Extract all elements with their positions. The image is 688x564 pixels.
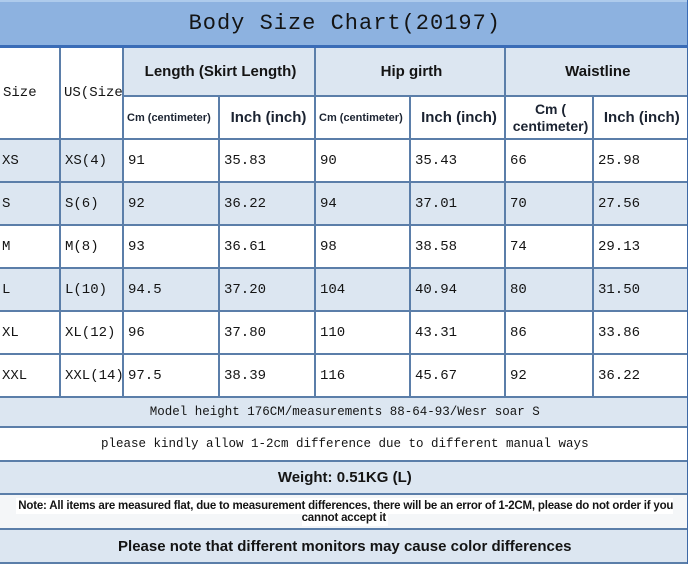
size-cell: L: [0, 267, 61, 312]
subheader-waist-inch: Inch (inch): [591, 95, 688, 140]
hip-cm-cell: 98: [314, 224, 411, 269]
length-inch-cell: 37.80: [218, 310, 316, 355]
size-cell: M: [0, 224, 61, 269]
size-cell: XS: [0, 138, 61, 183]
us-size-cell: XXL(14): [59, 353, 124, 398]
hip-cm-cell: 110: [314, 310, 411, 355]
model-info-row: Model height 176CM/measurements 88-64-93…: [0, 396, 688, 428]
group-header-length: Length (Skirt Length): [122, 45, 316, 97]
chart-title: Body Size Chart(20197): [0, 0, 688, 48]
weight-row: Weight: 0.51KG (L): [0, 460, 688, 495]
sub-header-row: Cm (centimeter) Inch (inch) Cm (centimet…: [0, 95, 688, 140]
waist-inch-cell: 29.13: [591, 224, 688, 269]
group-header-waistline: Waistline: [503, 45, 688, 97]
size-row-xl: XL XL(12) 96 37.80 110 43.31 86 33.86: [0, 310, 688, 355]
size-row-s: S S(6) 92 36.22 94 37.01 70 27.56: [0, 181, 688, 226]
measurement-note-text: Note: All items are measured flat, due t…: [16, 497, 674, 526]
waist-inch-cell: 25.98: [591, 138, 688, 183]
us-size-cell: XS(4): [59, 138, 124, 183]
waist-cm-cell: 86: [504, 310, 594, 355]
hip-cm-cell: 116: [314, 353, 411, 398]
hip-inch-cell: 35.43: [409, 138, 506, 183]
hip-inch-cell: 45.67: [409, 353, 506, 398]
group-header-row: Size US(Size) Length (Skirt Length) Hip …: [0, 45, 688, 140]
length-cm-cell: 92: [122, 181, 220, 226]
length-inch-cell: 37.20: [218, 267, 316, 312]
size-cell: XL: [0, 310, 61, 355]
us-size-cell: XL(12): [59, 310, 124, 355]
size-row-xxl: XXL XXL(14) 97.5 38.39 116 45.67 92 36.2…: [0, 353, 688, 398]
size-cell: XXL: [0, 353, 61, 398]
waist-inch-cell: 27.56: [591, 181, 688, 226]
waist-inch-cell: 33.86: [591, 310, 688, 355]
col-header-size: Size: [0, 45, 61, 140]
size-cell: S: [0, 181, 61, 226]
hip-cm-cell: 90: [314, 138, 411, 183]
allowance-row: please kindly allow 1-2cm difference due…: [0, 426, 688, 462]
group-header-hip: Hip girth: [314, 45, 506, 97]
col-header-us-size: US(Size): [59, 45, 124, 140]
hip-cm-cell: 94: [314, 181, 411, 226]
waist-cm-cell: 70: [504, 181, 594, 226]
length-cm-cell: 97.5: [122, 353, 220, 398]
us-size-cell: L(10): [59, 267, 124, 312]
monitor-note: Please note that different monitors may …: [0, 528, 688, 564]
hip-inch-cell: 37.01: [409, 181, 506, 226]
monitor-note-row: Please note that different monitors may …: [0, 528, 688, 564]
size-row-l: L L(10) 94.5 37.20 104 40.94 80 31.50: [0, 267, 688, 312]
measurement-note-row: Note: All items are measured flat, due t…: [0, 493, 688, 530]
size-row-m: M M(8) 93 36.61 98 38.58 74 29.13: [0, 224, 688, 269]
length-inch-cell: 35.83: [218, 138, 316, 183]
us-size-cell: M(8): [59, 224, 124, 269]
subheader-waist-cm: Cm ( centimeter): [504, 95, 594, 140]
subheader-length-cm: Cm (centimeter): [123, 95, 220, 140]
length-inch-cell: 36.61: [218, 224, 316, 269]
title-row: Body Size Chart(20197): [0, 0, 688, 48]
length-cm-cell: 91: [122, 138, 220, 183]
length-cm-cell: 96: [122, 310, 220, 355]
measurement-note: Note: All items are measured flat, due t…: [0, 493, 688, 530]
length-cm-cell: 94.5: [122, 267, 220, 312]
allowance-note: please kindly allow 1-2cm difference due…: [0, 426, 688, 462]
length-inch-cell: 36.22: [218, 181, 316, 226]
weight-note: Weight: 0.51KG (L): [0, 460, 688, 495]
waist-cm-cell: 66: [504, 138, 594, 183]
length-inch-cell: 38.39: [218, 353, 316, 398]
subheader-hip-cm: Cm (centimeter): [314, 95, 411, 140]
subheader-hip-inch: Inch (inch): [409, 95, 506, 140]
size-row-xs: XS XS(4) 91 35.83 90 35.43 66 25.98: [0, 138, 688, 183]
waist-cm-cell: 74: [504, 224, 594, 269]
length-cm-cell: 93: [122, 224, 220, 269]
waist-cm-cell: 80: [504, 267, 594, 312]
subheader-length-inch: Inch (inch): [218, 95, 316, 140]
us-size-cell: S(6): [59, 181, 124, 226]
hip-inch-cell: 38.58: [409, 224, 506, 269]
waist-cm-cell: 92: [504, 353, 594, 398]
hip-inch-cell: 40.94: [409, 267, 506, 312]
waist-inch-cell: 31.50: [591, 267, 688, 312]
model-info-note: Model height 176CM/measurements 88-64-93…: [0, 396, 688, 428]
hip-cm-cell: 104: [314, 267, 411, 312]
waist-inch-cell: 36.22: [591, 353, 688, 398]
hip-inch-cell: 43.31: [409, 310, 506, 355]
